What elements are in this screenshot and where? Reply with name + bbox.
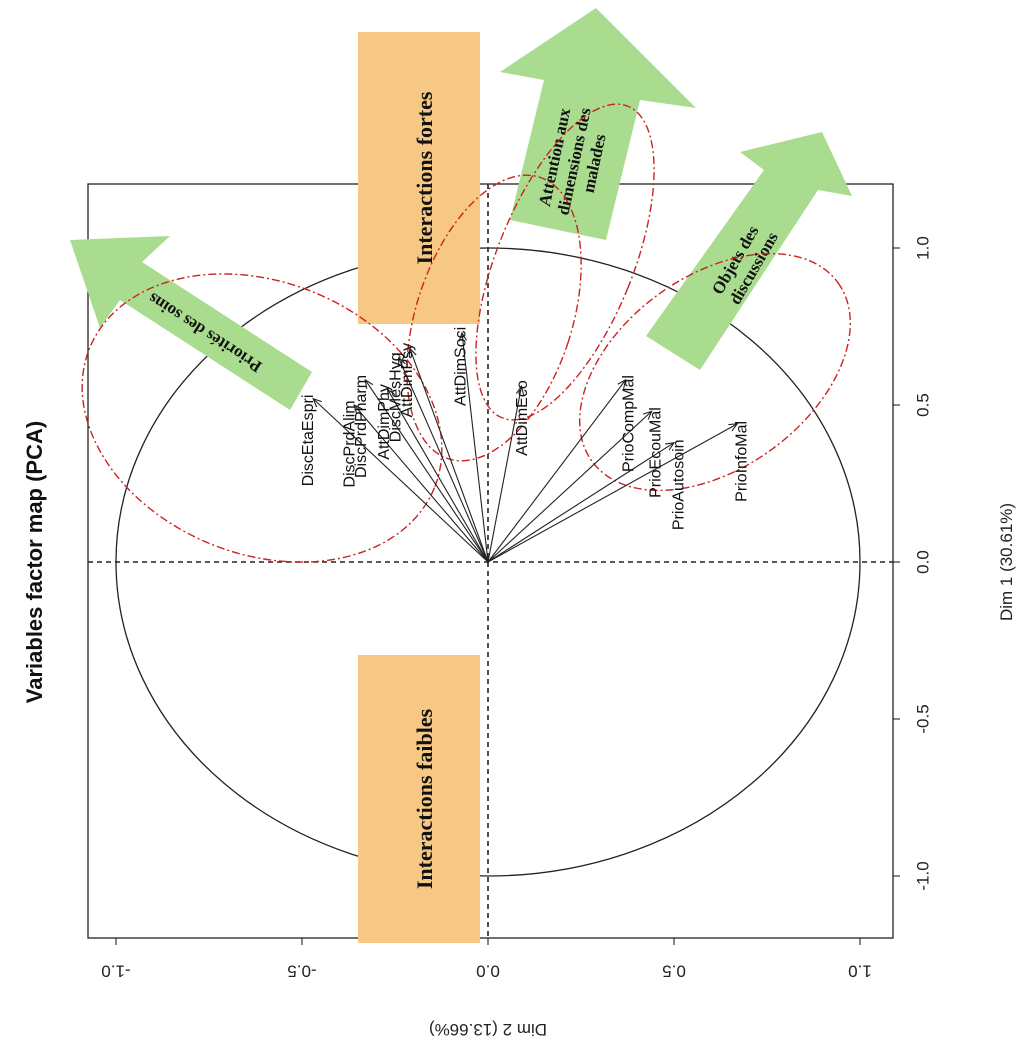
x-axis-label: Dim 1 (30.61%) [997, 503, 1016, 621]
variable-arrow-head [665, 441, 676, 451]
box-interactions-faibles [358, 655, 480, 943]
variable-arrow [487, 379, 627, 563]
variable-label: PrioCompMal [620, 375, 637, 472]
cluster-ellipse-priorites [81, 273, 443, 563]
variable-arrow [409, 348, 489, 563]
variable-arrow-head [364, 378, 374, 389]
variable-label: DiscEtaEspri [300, 395, 317, 487]
variable-label: PrioAutosoin [670, 439, 687, 530]
x-tick-label: 0.0 [913, 550, 932, 574]
green-arrow-priorites [70, 236, 312, 410]
variable-arrow-head [515, 384, 525, 396]
variable-label: DiscMesHyg [388, 352, 405, 442]
variable-arrow-head [312, 397, 322, 408]
green-arrow-objets [646, 132, 852, 370]
variable-label: DiscPrdPharm [353, 375, 370, 478]
variable-label: AttDimPsy [399, 343, 416, 418]
variable-arrow [364, 379, 489, 563]
y-tick-label: -1.0 [101, 962, 130, 981]
variable-label: AttDimEco [514, 380, 531, 456]
y-tick-label: 0.5 [662, 962, 686, 981]
x-tick-label: -1.0 [913, 861, 932, 890]
variable-arrow [387, 389, 489, 563]
plot-frame [87, 183, 894, 939]
variable-arrow [487, 386, 523, 563]
chart-title: Variables factor map (PCA) [22, 421, 47, 703]
variable-label: PrioEcouMal [647, 407, 664, 498]
variable-arrow-head [458, 331, 468, 342]
variable-arrow [353, 404, 489, 563]
variable-label: DiscPrdAlim [341, 400, 358, 487]
variable-arrow-head [617, 378, 627, 389]
y-tick-label: 0.0 [476, 962, 500, 981]
variable-arrow [487, 423, 738, 563]
variable-arrow [312, 398, 489, 563]
variable-arrow [461, 332, 489, 563]
variable-arrow-head [398, 356, 406, 367]
variable-arrow [398, 357, 489, 563]
y-axis-label: Dim 2 (13.66%) [429, 1020, 547, 1039]
x-tick-label: 1.0 [913, 236, 932, 260]
variable-arrow-head [386, 388, 396, 399]
variable-arrow-head [408, 347, 417, 358]
variable-arrow-head [642, 410, 653, 420]
cluster-ellipse-objets [579, 252, 851, 492]
variable-arrow-head [353, 403, 363, 414]
y-tick-label: -0.5 [287, 962, 316, 981]
x-tick-label: 0.5 [913, 393, 932, 417]
variable-arrow-head [728, 423, 739, 432]
variable-label: AttDimSoci [453, 327, 470, 406]
cluster-ellipse-eco [406, 174, 582, 462]
x-tick-label: -0.5 [913, 704, 932, 733]
label-interactions-faibles: Interactions faibles [412, 708, 437, 889]
variable-label: AttDimPhy [376, 384, 393, 460]
box-interactions-fortes [358, 32, 480, 324]
green-arrow-attention [500, 8, 696, 240]
cluster-ellipse-attention [475, 103, 655, 421]
y-tick-label: 1.0 [848, 962, 872, 981]
variable-arrow [487, 410, 653, 563]
variable-label: PrioInfoMal [734, 421, 751, 502]
label-interactions-fortes: Interactions fortes [412, 91, 437, 264]
variable-arrow [487, 442, 675, 563]
